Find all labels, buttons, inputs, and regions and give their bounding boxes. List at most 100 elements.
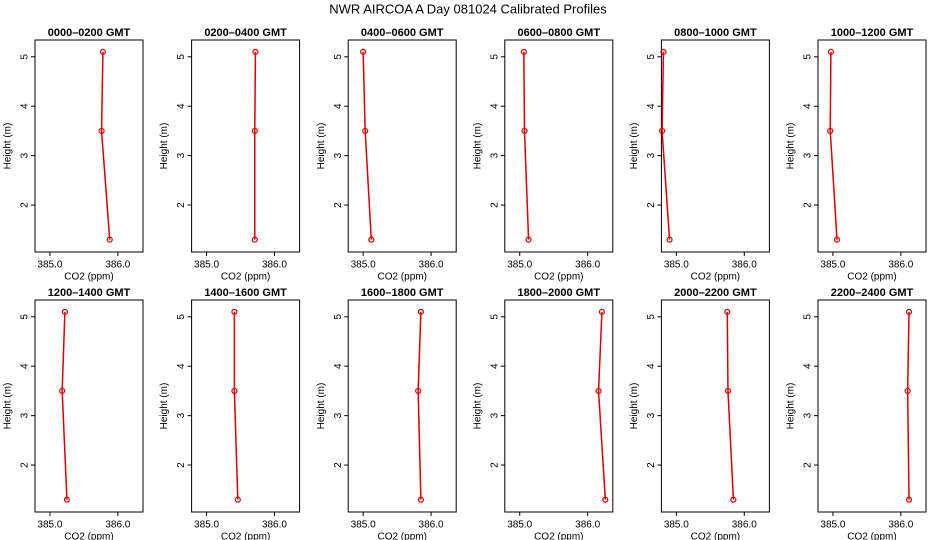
- y-tick-label: 4: [176, 363, 187, 369]
- data-point: [417, 308, 424, 315]
- plot-frame: [347, 299, 457, 513]
- y-tick-label: 3: [20, 412, 31, 418]
- y-tick-label: 3: [646, 152, 657, 158]
- y-axis-label: Height (m): [159, 123, 170, 170]
- panel-title: 2200–2400 GMT: [831, 287, 914, 299]
- data-point: [251, 127, 258, 135]
- panel: 0400–0600 GMT 385.0 386.0 2 3 4 5 CO2 (ppm) Heig…: [316, 27, 457, 283]
- y-tick-label: 5: [176, 54, 187, 60]
- x-tick-label: 386.0: [732, 260, 757, 271]
- y-axis-label: Height (m): [159, 383, 170, 430]
- x-tick-label: 386.0: [888, 260, 913, 271]
- y-axis-label: Height (m): [472, 123, 483, 170]
- data-point: [724, 387, 732, 395]
- profile-line: [417, 311, 422, 500]
- x-axis-label: CO2 (ppm): [534, 272, 583, 283]
- panel-title: 1800–2000 GMT: [518, 287, 601, 299]
- panel: 0000–0200 GMT 385.0 386.0 2 3 4 5 CO2 (ppm) Heig…: [3, 27, 144, 283]
- y-axis-label: Height (m): [3, 123, 14, 170]
- panel-title: 0400–0600 GMT: [361, 27, 444, 39]
- x-tick-label: 386.0: [732, 520, 757, 531]
- y-tick-label: 5: [20, 314, 31, 320]
- x-tick-label: 385.0: [194, 520, 219, 531]
- y-tick-label: 4: [489, 103, 500, 109]
- x-tick-label: 385.0: [194, 260, 219, 271]
- data-point: [59, 387, 66, 395]
- data-point: [724, 308, 731, 315]
- panel-title: 2000–2200 GMT: [674, 287, 757, 299]
- data-point: [833, 236, 841, 243]
- x-tick-label: 385.0: [37, 260, 62, 271]
- x-axis-label: CO2 (ppm): [847, 532, 896, 540]
- y-tick-label: 4: [803, 363, 814, 369]
- x-tick-label: 385.0: [37, 520, 62, 531]
- data-point: [63, 496, 71, 503]
- y-axis-label: Height (m): [786, 123, 797, 170]
- plot-frame: [504, 299, 614, 513]
- data-point: [98, 127, 105, 135]
- y-tick-label: 2: [489, 202, 500, 208]
- x-tick-label: 386.0: [419, 260, 444, 271]
- y-tick-label: 3: [176, 152, 187, 158]
- panel: 0800–1000 GMT 385.0 386.0 2 3 4 5 CO2 (ppm) Heig…: [629, 27, 770, 283]
- y-tick-label: 4: [646, 103, 657, 109]
- y-axis-label: Height (m): [629, 383, 640, 430]
- y-tick-label: 2: [803, 462, 814, 468]
- data-point: [602, 496, 609, 503]
- x-axis-label: CO2 (ppm): [377, 532, 426, 540]
- y-tick-label: 2: [20, 462, 31, 468]
- panel-title: 1600–1800 GMT: [361, 287, 444, 299]
- y-tick-label: 2: [20, 202, 31, 208]
- panel: 1000–1200 GMT 385.0 386.0 2 3 4 5 CO2 (ppm) Heig…: [786, 27, 927, 283]
- data-point: [905, 308, 913, 315]
- x-axis-label: CO2 (ppm): [221, 272, 270, 283]
- profile-line: [523, 51, 530, 240]
- panel-title: 0600–0800 GMT: [518, 27, 601, 39]
- profile-line: [829, 51, 838, 240]
- profile-line: [254, 51, 257, 240]
- page-title: NWR AIRCOA A Day 081024 Calibrated Profi…: [329, 1, 607, 16]
- data-point: [827, 127, 834, 135]
- profile-line: [906, 311, 910, 500]
- y-tick-label: 3: [646, 412, 657, 418]
- y-tick-label: 5: [20, 54, 31, 60]
- y-tick-label: 2: [803, 202, 814, 208]
- profile-line: [61, 311, 68, 500]
- panel: 1800–2000 GMT 385.0 386.0 2 3 4 5 CO2 (ppm) Heig…: [472, 287, 614, 540]
- data-point: [595, 387, 602, 395]
- y-tick-label: 4: [333, 363, 344, 369]
- y-tick-label: 4: [489, 363, 500, 369]
- y-tick-label: 5: [176, 314, 187, 320]
- plot-frame: [34, 39, 144, 253]
- y-tick-label: 4: [20, 363, 31, 369]
- panel-title: 0800–1000 GMT: [674, 27, 757, 39]
- x-tick-label: 386.0: [419, 520, 444, 531]
- y-tick-label: 2: [646, 462, 657, 468]
- x-tick-label: 386.0: [105, 260, 130, 271]
- data-point: [415, 387, 422, 395]
- panel: 0600–0800 GMT 385.0 386.0 2 3 4 5 CO2 (ppm) Heig…: [472, 27, 614, 283]
- plot-frame: [817, 299, 927, 513]
- data-point: [417, 496, 424, 503]
- y-tick-label: 3: [333, 152, 344, 158]
- y-tick-label: 3: [333, 412, 344, 418]
- y-tick-label: 2: [176, 202, 187, 208]
- panel-title: 1000–1200 GMT: [831, 27, 914, 39]
- data-point: [525, 236, 532, 243]
- data-point: [905, 496, 913, 503]
- data-point: [99, 48, 107, 55]
- profile-line: [233, 311, 239, 500]
- panel: 1200–1400 GMT 385.0 386.0 2 3 4 5 CO2 (ppm) Heig…: [3, 287, 144, 540]
- data-point: [362, 127, 369, 135]
- data-point: [730, 496, 737, 503]
- plot-frame: [660, 39, 770, 253]
- y-tick-label: 5: [803, 314, 814, 320]
- y-tick-label: 5: [489, 54, 500, 60]
- x-tick-label: 385.0: [820, 260, 845, 271]
- data-point: [520, 48, 527, 55]
- x-axis-label: CO2 (ppm): [534, 532, 583, 540]
- x-tick-label: 386.0: [262, 520, 287, 531]
- y-tick-label: 4: [803, 103, 814, 109]
- y-tick-label: 4: [176, 103, 187, 109]
- panel: 2200–2400 GMT 385.0 386.0 2 3 4 5 CO2 (ppm) Heig…: [786, 287, 927, 540]
